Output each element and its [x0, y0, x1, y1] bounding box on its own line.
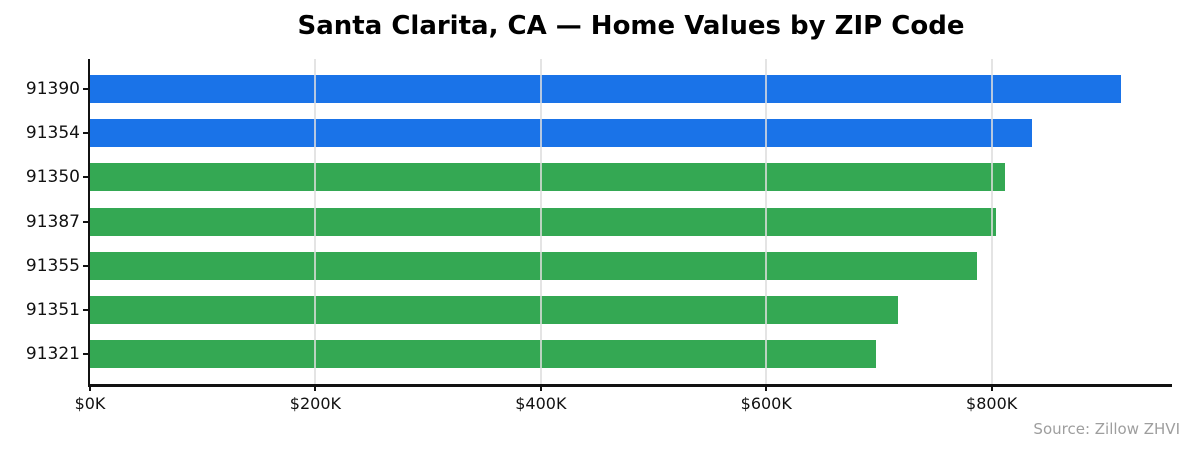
y-tick-label-91354: 91354 — [25, 123, 80, 144]
y-tick-mark-91350 — [83, 176, 90, 179]
bar-91387 — [90, 207, 997, 236]
x-axis-spine — [88, 384, 1172, 387]
bar-91354 — [90, 119, 1033, 148]
bar-91390 — [90, 75, 1122, 104]
y-axis-spine — [88, 59, 90, 386]
y-tick-label-91321: 91321 — [25, 343, 80, 364]
gridline-$600K — [765, 59, 768, 384]
y-tick-mark-91387 — [83, 220, 90, 223]
y-tick-label-91390: 91390 — [25, 79, 80, 100]
y-tick-mark-91351 — [83, 308, 90, 311]
y-tick-label-91350: 91350 — [25, 167, 80, 188]
x-tick-mark-$600K — [765, 384, 768, 391]
bar-91351 — [90, 295, 899, 324]
gridline-$200K — [314, 59, 317, 384]
x-tick-mark-$200K — [314, 384, 317, 391]
source-note: Source: Zillow ZHVI — [1033, 420, 1180, 438]
chart-title: Santa Clarita, CA — Home Values by ZIP C… — [297, 11, 965, 41]
y-tick-label-91355: 91355 — [25, 255, 80, 276]
x-tick-label-$200K: $200K — [289, 394, 342, 413]
x-tick-label-$600K: $600K — [740, 394, 792, 413]
gridline-$800K — [990, 59, 993, 384]
bar-91355 — [90, 251, 977, 280]
y-tick-mark-91390 — [83, 88, 90, 91]
x-tick-mark-$0K — [89, 384, 91, 391]
x-tick-mark-$400K — [539, 384, 542, 391]
y-tick-label-91387: 91387 — [25, 211, 80, 232]
bar-91321 — [90, 339, 876, 368]
bar-91350 — [90, 163, 1006, 192]
y-tick-mark-91354 — [83, 132, 90, 135]
y-tick-mark-91321 — [83, 352, 90, 355]
plot-area — [88, 59, 1172, 387]
x-tick-label-$400K: $400K — [515, 394, 567, 413]
y-tick-mark-91355 — [83, 264, 90, 267]
x-tick-label-$800K: $800K — [966, 394, 1018, 413]
x-tick-mark-$800K — [990, 384, 993, 391]
x-tick-label-$0K: $0K — [74, 394, 106, 413]
y-tick-label-91351: 91351 — [25, 299, 80, 320]
gridline-$400K — [539, 59, 542, 384]
